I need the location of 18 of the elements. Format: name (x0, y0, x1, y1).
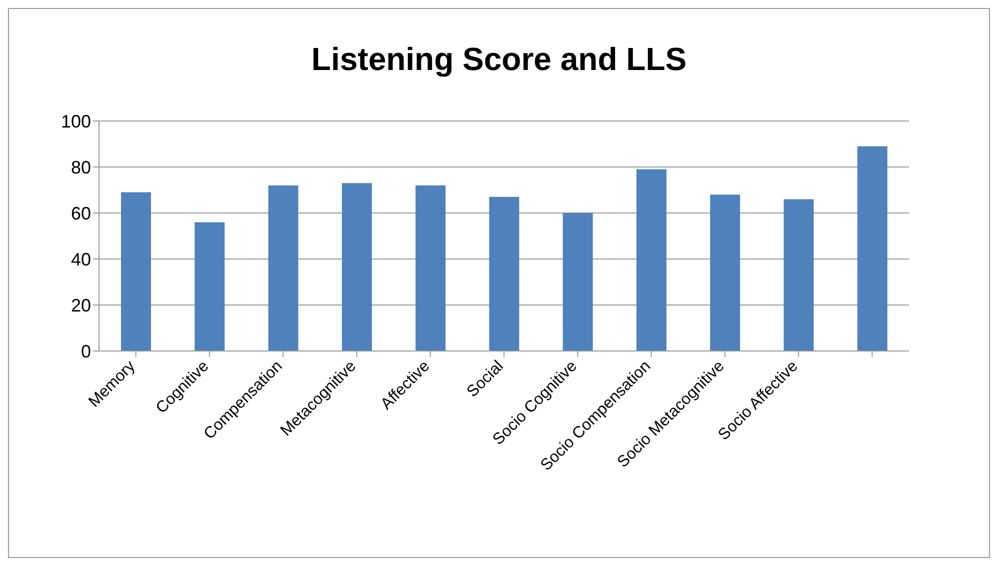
bar (268, 185, 298, 351)
bar (784, 199, 814, 351)
bar (636, 169, 666, 351)
y-tick-label: 100 (60, 111, 91, 132)
y-tick-label: 40 (70, 249, 91, 270)
bar (489, 196, 520, 351)
bar (562, 213, 593, 351)
bar (342, 183, 372, 351)
chart-title: Listening Score and LLS (310, 40, 688, 79)
y-tick-label: 0 (80, 341, 91, 362)
y-tick-label: 60 (70, 203, 91, 224)
bar (710, 194, 740, 351)
bar (194, 222, 225, 351)
bar (416, 185, 446, 351)
y-tick-label: 20 (70, 295, 91, 316)
y-tick-label: 80 (70, 157, 91, 178)
bar (121, 192, 151, 351)
bar (857, 146, 888, 351)
